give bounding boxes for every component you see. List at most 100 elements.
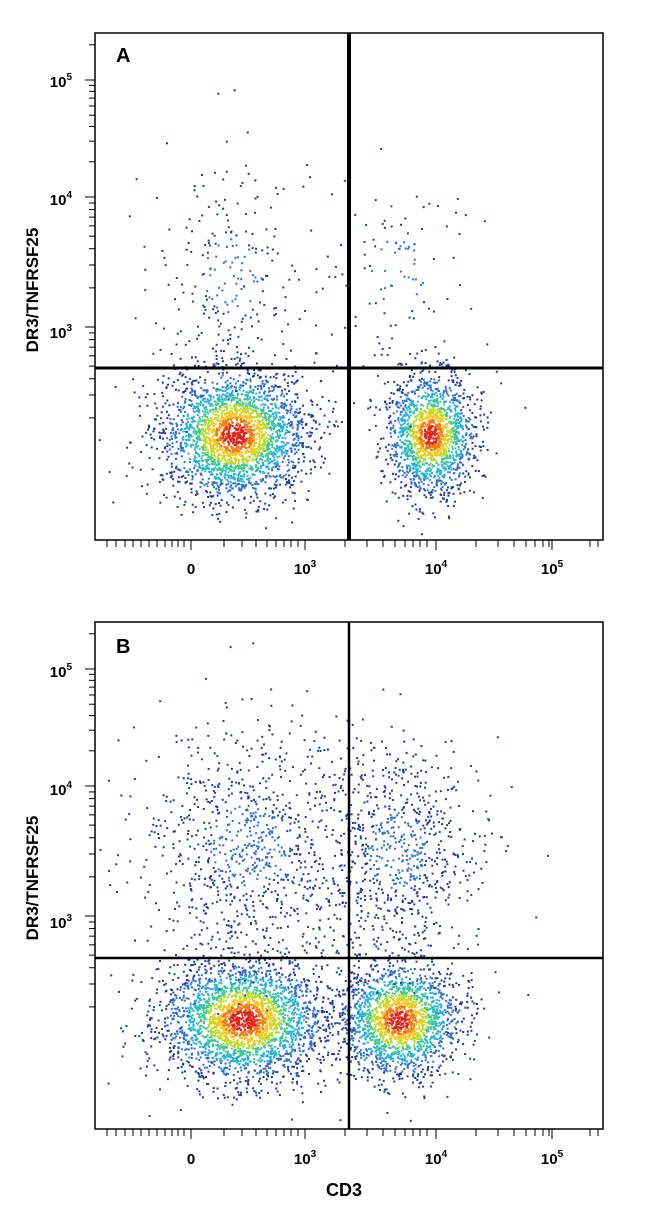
event-dot [273,397,275,400]
event-dot [231,506,234,509]
event-dot [429,462,432,465]
event-dot [427,452,430,455]
event-dot [236,452,238,455]
event-dot [171,442,174,445]
event-dot [187,421,189,424]
event-dot [442,408,445,411]
event-dot [458,484,461,487]
event-dot [255,1024,258,1027]
event-dot [429,493,432,496]
event-dot [202,452,204,454]
event-dot [248,467,251,470]
event-dot [225,501,228,504]
event-dot [265,449,268,452]
event-dot [257,422,260,425]
event-dot [385,500,388,503]
event-dot [439,361,442,364]
event-dot [252,499,255,502]
event-dot [389,481,392,484]
event-dot [255,1094,258,1097]
event-dot [221,482,224,485]
event-dot [230,358,233,360]
event-dot [391,459,394,462]
event-dot [420,228,423,230]
event-dot [213,980,216,983]
event-dot [249,418,252,420]
event-dot [354,315,357,318]
event-dot [434,405,437,408]
event-dot [417,414,420,417]
event-dot [297,448,300,451]
event-dot [262,427,265,429]
event-dot [274,404,277,407]
event-dot [186,415,189,418]
event-dot [238,388,241,391]
event-dot [263,438,266,441]
event-dot [247,440,250,442]
event-dot [421,447,424,449]
event-dot [235,363,238,366]
event-dot [199,430,202,433]
event-dot [196,446,199,449]
event-dot [320,455,323,458]
event-dot [396,403,399,406]
event-dot [241,458,244,461]
event-dot [194,432,197,435]
event-dot [200,439,203,442]
event-dot [472,435,475,438]
event-dot [406,419,409,422]
event-dot [197,430,200,433]
event-dot [276,423,279,426]
event-dot [251,274,254,277]
event-dot [194,455,196,458]
event-dot [434,489,437,492]
panel-a-y-tick-label-1e5: 105 [50,72,73,91]
event-dot [444,443,447,446]
event-dot [277,449,280,452]
event-dot [409,414,412,417]
event-dot [418,439,421,442]
event-dot [402,402,405,404]
event-dot [202,1077,205,1080]
event-dot [406,423,409,426]
event-dot [293,437,296,440]
event-dot [224,301,227,304]
event-dot [177,447,180,450]
event-dot [269,420,272,423]
event-dot [244,442,247,444]
event-dot [392,412,395,415]
event-dot [270,1011,273,1014]
event-dot [384,269,387,272]
event-dot [469,437,472,440]
event-dot [267,417,270,420]
event-dot [263,450,266,453]
event-dot [204,424,207,427]
event-dot [273,487,275,490]
event-dot [209,437,211,440]
event-dot [429,413,431,415]
event-dot [443,424,446,427]
event-dot [406,466,408,469]
event-dot [419,447,422,450]
event-dot [456,381,458,384]
event-dot [461,443,464,446]
event-dot [237,277,240,280]
event-dot [179,330,182,333]
event-dot [319,466,322,469]
event-dot [271,467,274,470]
event-dot [213,452,216,455]
event-dot [218,438,221,441]
event-dot [217,438,220,440]
event-dot [391,447,394,450]
event-dot [440,444,443,447]
event-dot [251,450,254,453]
event-dot [225,433,228,436]
event-dot [388,402,391,405]
event-dot [262,450,265,453]
event-dot [262,422,265,424]
event-dot [436,411,439,414]
event-dot [262,479,264,482]
event-dot [177,1006,179,1009]
event-dot [235,400,238,403]
event-dot [253,441,256,443]
